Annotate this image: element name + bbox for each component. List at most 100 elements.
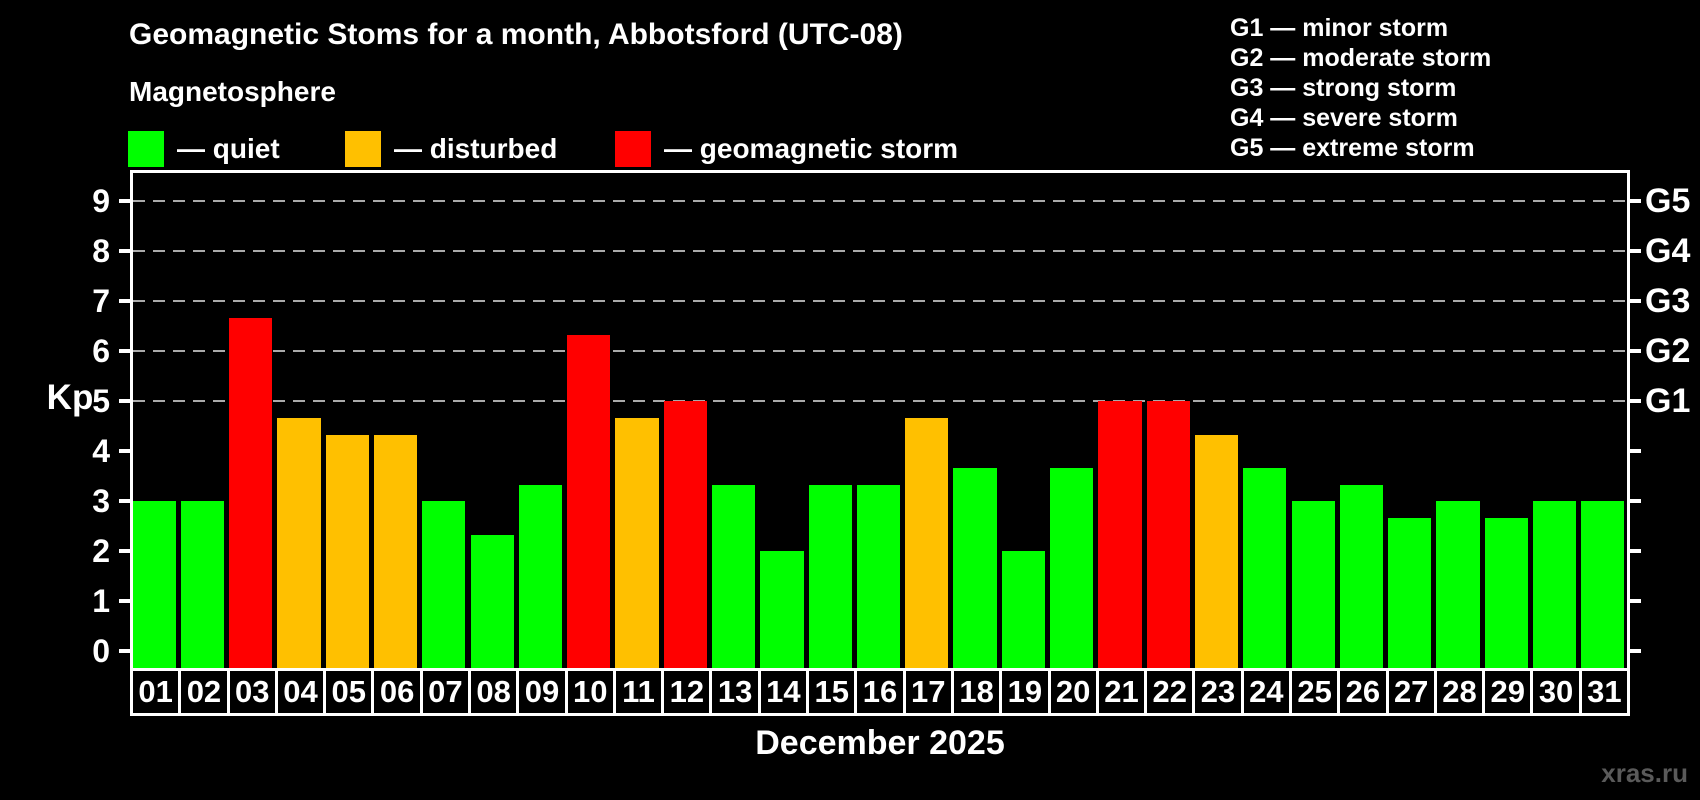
bar-day-25 [1291,501,1335,668]
storm-level-label-g2: G2 [1645,332,1691,370]
day-label-06: 06 [374,671,420,713]
bar-day-21 [1098,401,1142,668]
y-tick-label: 9 [92,183,110,219]
storm-level-label-g1: G1 [1645,382,1691,420]
y-axis-tick [119,649,130,653]
storm-scale-legend: G1 — minor storm G2 — moderate storm G3 — … [1230,13,1491,163]
day-label-19: 19 [1002,671,1048,713]
kp-gridline [133,350,1627,352]
right-axis-line [1627,170,1630,668]
storm-scale-line: G1 — minor storm [1230,14,1449,42]
y-tick-label: 8 [92,233,110,269]
day-label-30: 30 [1533,671,1579,713]
bar-day-04 [277,417,321,668]
y-tick-label: 0 [92,633,110,669]
day-label-08: 08 [471,671,517,713]
kp-gridline [133,400,1627,402]
plot-border-top [130,170,1630,173]
storm-level-label-g5: G5 [1645,182,1691,220]
right-axis-tick [1630,499,1641,503]
y-tick-label: 5 [92,383,110,419]
day-label-04: 04 [277,671,324,713]
day-label-01: 01 [133,671,179,713]
bar-day-13 [712,484,756,668]
bar-day-03 [229,317,273,668]
day-label-26: 26 [1340,671,1386,713]
right-axis-tick [1630,399,1641,403]
storm-level-label-g3: G3 [1645,282,1691,320]
day-label-25: 25 [1291,671,1338,713]
legend-item-disturbed: — disturbed [345,131,557,167]
storm-scale-line: G5 — extreme storm [1230,134,1475,162]
legend-item-label: — geomagnetic storm [664,133,959,164]
watermark: xras.ru [1601,758,1688,788]
day-label-07: 07 [422,671,469,713]
bar-day-22 [1146,401,1190,668]
bar-day-14 [760,551,804,668]
right-axis-tick [1630,299,1641,303]
bar-day-19 [1001,551,1045,668]
storm-scale-line: G4 — severe storm [1230,104,1458,132]
day-label-03: 03 [229,671,275,713]
day-label-02: 02 [181,671,227,713]
bar-day-11 [615,417,659,668]
day-label-28: 28 [1436,671,1483,713]
page-title: Geomagnetic Stoms for a month, Abbotsfor… [129,18,903,51]
day-label-18: 18 [953,671,1000,713]
y-axis-tick [119,249,130,253]
right-axis-tick [1630,599,1641,603]
right-axis-tick [1630,249,1641,253]
day-label-29: 29 [1485,671,1531,713]
legend-item-label: — quiet [177,133,280,164]
y-tick-label: 1 [92,583,110,619]
bar-day-17 [905,417,949,668]
storm-scale-line: G3 — strong storm [1230,74,1457,102]
right-axis-tick [1630,649,1641,653]
kp-gridline [133,300,1627,302]
day-label-09: 09 [519,671,565,713]
y-axis-tick [119,599,130,603]
bar-day-26 [1339,484,1384,668]
y-tick-label: 3 [92,483,110,519]
magnetosphere-legend: — quiet — disturbed — geomagnetic storm [0,131,1700,169]
day-label-17: 17 [905,671,951,713]
day-label-31: 31 [1581,671,1627,713]
y-axis-tick [119,549,130,553]
day-label-22: 22 [1147,671,1193,713]
bar-day-28 [1436,501,1480,668]
bar-day-20 [1050,467,1094,668]
kp-gridline [133,250,1627,252]
y-tick-label: 4 [92,433,110,469]
legend-item-label: — disturbed [394,133,558,164]
day-label-27: 27 [1388,671,1434,713]
bar-day-02 [180,501,225,668]
bar-day-31 [1581,501,1625,668]
bar-day-08 [470,534,514,668]
bar-day-24 [1243,467,1287,668]
y-axis-tick [119,349,130,353]
storm-swatch [615,131,651,167]
day-axis: 01 02 03 04 05 06 07 08 09 10 11 12 13 14 15 16 17 18 19 20… [130,668,1630,716]
bar-day-12 [663,401,707,668]
day-label-14: 14 [760,671,807,713]
y-tick-label: 7 [92,283,110,319]
bar-day-18 [953,467,997,668]
quiet-swatch [128,131,164,167]
bar-day-23 [1194,434,1239,668]
y-axis-title: Kp [46,378,94,417]
storm-level-label-g4: G4 [1645,232,1691,270]
bar-day-29 [1484,517,1528,668]
y-tick-label: 6 [92,333,110,369]
day-label-11: 11 [615,671,662,713]
y-axis-tick [119,499,130,503]
x-axis-title: December 2025 [755,724,1005,762]
y-axis-tick [119,299,130,303]
right-axis-tick [1630,549,1641,553]
y-axis-tick [119,199,130,203]
kp-gridline [133,200,1627,202]
bar-day-09 [518,484,563,668]
bar-day-10 [567,334,611,668]
day-label-23: 23 [1195,671,1241,713]
y-tick-label: 2 [92,533,110,569]
